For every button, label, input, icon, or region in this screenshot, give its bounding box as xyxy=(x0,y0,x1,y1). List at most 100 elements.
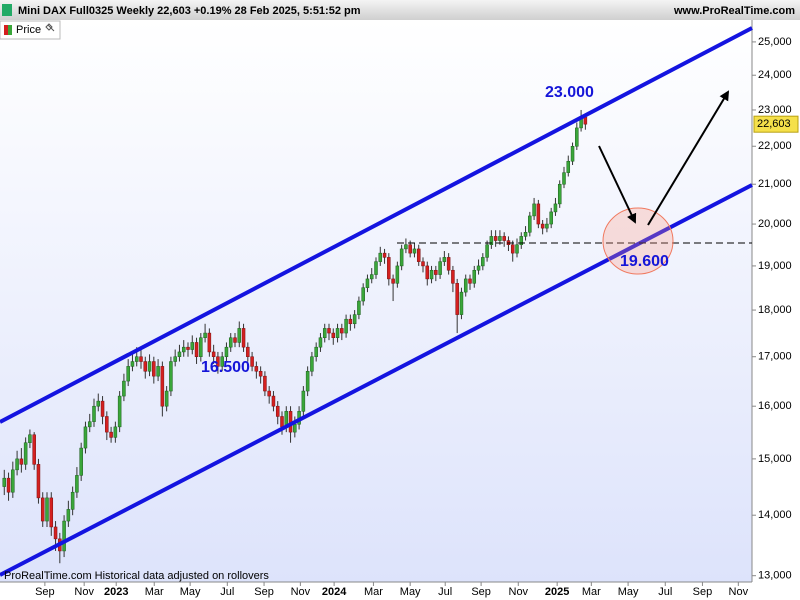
candle-body xyxy=(207,332,212,353)
y-tick-label: 14,000 xyxy=(758,509,792,521)
candle-body xyxy=(553,203,558,213)
x-tick-label: Mar xyxy=(364,586,383,598)
candle-body xyxy=(267,390,271,397)
candle-body xyxy=(70,491,75,510)
x-tick-label: Nov xyxy=(291,586,311,598)
channel-upper xyxy=(0,26,753,424)
candle-body xyxy=(211,351,216,357)
candle-body xyxy=(498,236,502,241)
candle-body xyxy=(92,405,96,422)
candle-body xyxy=(23,442,28,465)
candle-body xyxy=(446,257,451,271)
candle-body xyxy=(540,223,545,229)
candle-body xyxy=(53,526,58,540)
y-tick-label: 22,000 xyxy=(758,140,792,152)
candle-body xyxy=(156,366,160,377)
candle-body xyxy=(220,356,224,367)
candle-body xyxy=(199,337,203,357)
candle-body xyxy=(570,146,575,162)
x-tick-label: Nov xyxy=(729,586,749,598)
candle-body xyxy=(327,328,331,334)
legend-box[interactable] xyxy=(0,20,61,40)
candle-body xyxy=(2,477,7,487)
candle-body xyxy=(365,278,370,288)
settings-icon[interactable] xyxy=(45,23,55,32)
candle-body xyxy=(45,497,49,522)
candle-body xyxy=(87,421,92,428)
candle-body xyxy=(382,252,387,258)
candle-body xyxy=(109,431,113,438)
candle-body xyxy=(79,447,83,476)
candle-body xyxy=(451,269,455,284)
candle-body xyxy=(96,400,101,407)
candle-body xyxy=(310,356,314,372)
candle-body xyxy=(228,337,233,348)
header-site[interactable]: www.ProRealTime.com xyxy=(673,5,795,17)
candle-body xyxy=(314,346,318,357)
candle-body xyxy=(40,497,45,522)
y-tick-label: 20,000 xyxy=(758,218,792,230)
x-tick-label: Jul xyxy=(220,586,234,598)
candle-body xyxy=(105,416,109,433)
x-tick-label: Sep xyxy=(693,586,713,598)
candle-body xyxy=(528,215,532,233)
candle-body xyxy=(459,291,464,315)
legend-label: Price xyxy=(16,24,41,36)
x-tick-label: Mar xyxy=(582,586,601,598)
y-tick-label: 13,000 xyxy=(758,570,792,582)
candle-body xyxy=(476,265,481,271)
x-tick-label: May xyxy=(400,586,421,598)
candle-body xyxy=(164,390,169,407)
candle-body xyxy=(510,244,515,254)
candle-body xyxy=(331,332,336,338)
target-zone xyxy=(602,207,674,275)
candle-body xyxy=(241,328,246,348)
x-tick-label: Sep xyxy=(471,586,491,598)
candle-body xyxy=(152,361,156,377)
candle-body xyxy=(263,375,267,392)
candle-body xyxy=(322,328,327,338)
candle-body xyxy=(557,183,562,205)
candle-body xyxy=(583,116,588,125)
candle-body xyxy=(532,203,536,217)
x-tick-label: Jul xyxy=(658,586,672,598)
candle-body xyxy=(75,475,79,493)
candle-body xyxy=(387,257,391,280)
candle-body xyxy=(502,236,506,241)
x-tick-label: Mar xyxy=(145,586,164,598)
candle-body xyxy=(83,426,88,449)
candle-body xyxy=(421,261,425,267)
x-tick-label: May xyxy=(180,586,201,598)
candle-body xyxy=(139,356,143,362)
y-tick-label: 19,000 xyxy=(758,260,792,272)
candle-body xyxy=(19,458,24,465)
candle-body xyxy=(233,337,237,343)
x-tick-label: Sep xyxy=(254,586,274,598)
y-tick-label: 16,000 xyxy=(758,400,792,412)
candle-body xyxy=(147,361,152,372)
candle-body xyxy=(250,356,254,367)
candle-body xyxy=(523,232,528,237)
candle-body xyxy=(49,497,54,528)
x-tick-label: Jul xyxy=(438,586,452,598)
candle-body xyxy=(340,328,344,334)
candle-body xyxy=(113,426,118,438)
candle-body xyxy=(160,366,165,407)
candle-body xyxy=(117,395,122,428)
candle-body xyxy=(408,244,412,254)
candle-body xyxy=(468,278,472,284)
candle-body xyxy=(190,342,195,350)
candle-body xyxy=(519,236,524,245)
candle-body xyxy=(348,318,353,325)
candle-body xyxy=(254,366,259,372)
candle-body xyxy=(100,400,105,417)
candle-body xyxy=(455,283,459,315)
candle-body xyxy=(181,346,186,353)
candle-body xyxy=(412,248,417,254)
legend-icon xyxy=(8,25,12,35)
x-tick-label: 2024 xyxy=(322,586,347,598)
channel-lower xyxy=(0,183,753,577)
candle-body xyxy=(126,366,130,382)
candle-body xyxy=(429,269,434,280)
candle-body xyxy=(177,351,182,357)
